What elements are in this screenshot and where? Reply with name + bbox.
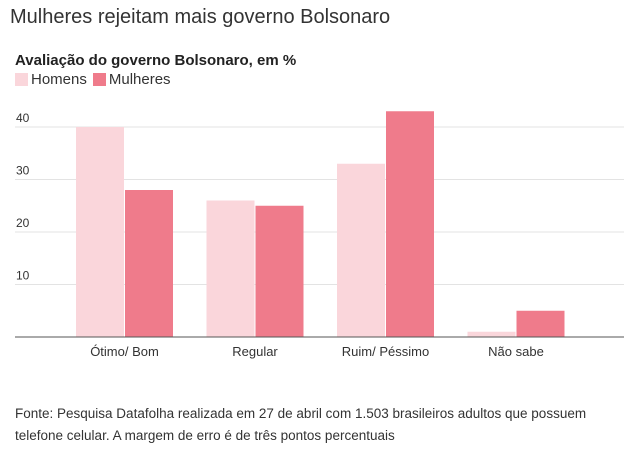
- bar-homens-3: [337, 163, 385, 337]
- legend-label-mulheres: Mulheres: [108, 71, 171, 88]
- bar-mulheres-2: [255, 205, 304, 337]
- y-tick-label-10: 10: [16, 269, 30, 283]
- bar-mulheres-3: [386, 111, 434, 337]
- legend-swatch-homens: [15, 73, 28, 86]
- bar-chart: 10 20 30 40 Ótimo/ Bom Regular Ruim/ Péssimo Nã…: [15, 111, 624, 359]
- bar-mulheres-4: [516, 310, 565, 337]
- x-tick-label-1: Ótimo/ Bom: [90, 344, 159, 359]
- x-tick-label-4: Não sabe: [488, 344, 544, 359]
- legend-item-homens: Homens: [15, 71, 87, 88]
- bar-homens-4: [467, 331, 516, 337]
- chart-title: Avaliação do governo Bolsonaro, em %: [15, 52, 297, 69]
- legend-swatch-mulheres: [92, 73, 106, 86]
- bar-homens-2: [206, 200, 255, 337]
- x-tick-label-2: Regular: [232, 344, 278, 359]
- chart-legend: Homens Mulheres: [15, 71, 177, 88]
- y-tick-label-20: 20: [16, 216, 30, 230]
- bar-homens-1: [76, 127, 124, 337]
- y-tick-label-40: 40: [16, 111, 30, 125]
- legend-item-mulheres: Mulheres: [92, 71, 171, 88]
- y-tick-label-30: 30: [16, 164, 30, 178]
- x-tick-label-3: Ruim/ Péssimo: [342, 344, 429, 359]
- source-note: Fonte: Pesquisa Datafolha realizada em 2…: [15, 406, 587, 443]
- bar-mulheres-1: [125, 190, 173, 337]
- legend-label-homens: Homens: [31, 71, 87, 88]
- chart-headline: Mulheres rejeitam mais governo Bolsonaro: [10, 6, 391, 28]
